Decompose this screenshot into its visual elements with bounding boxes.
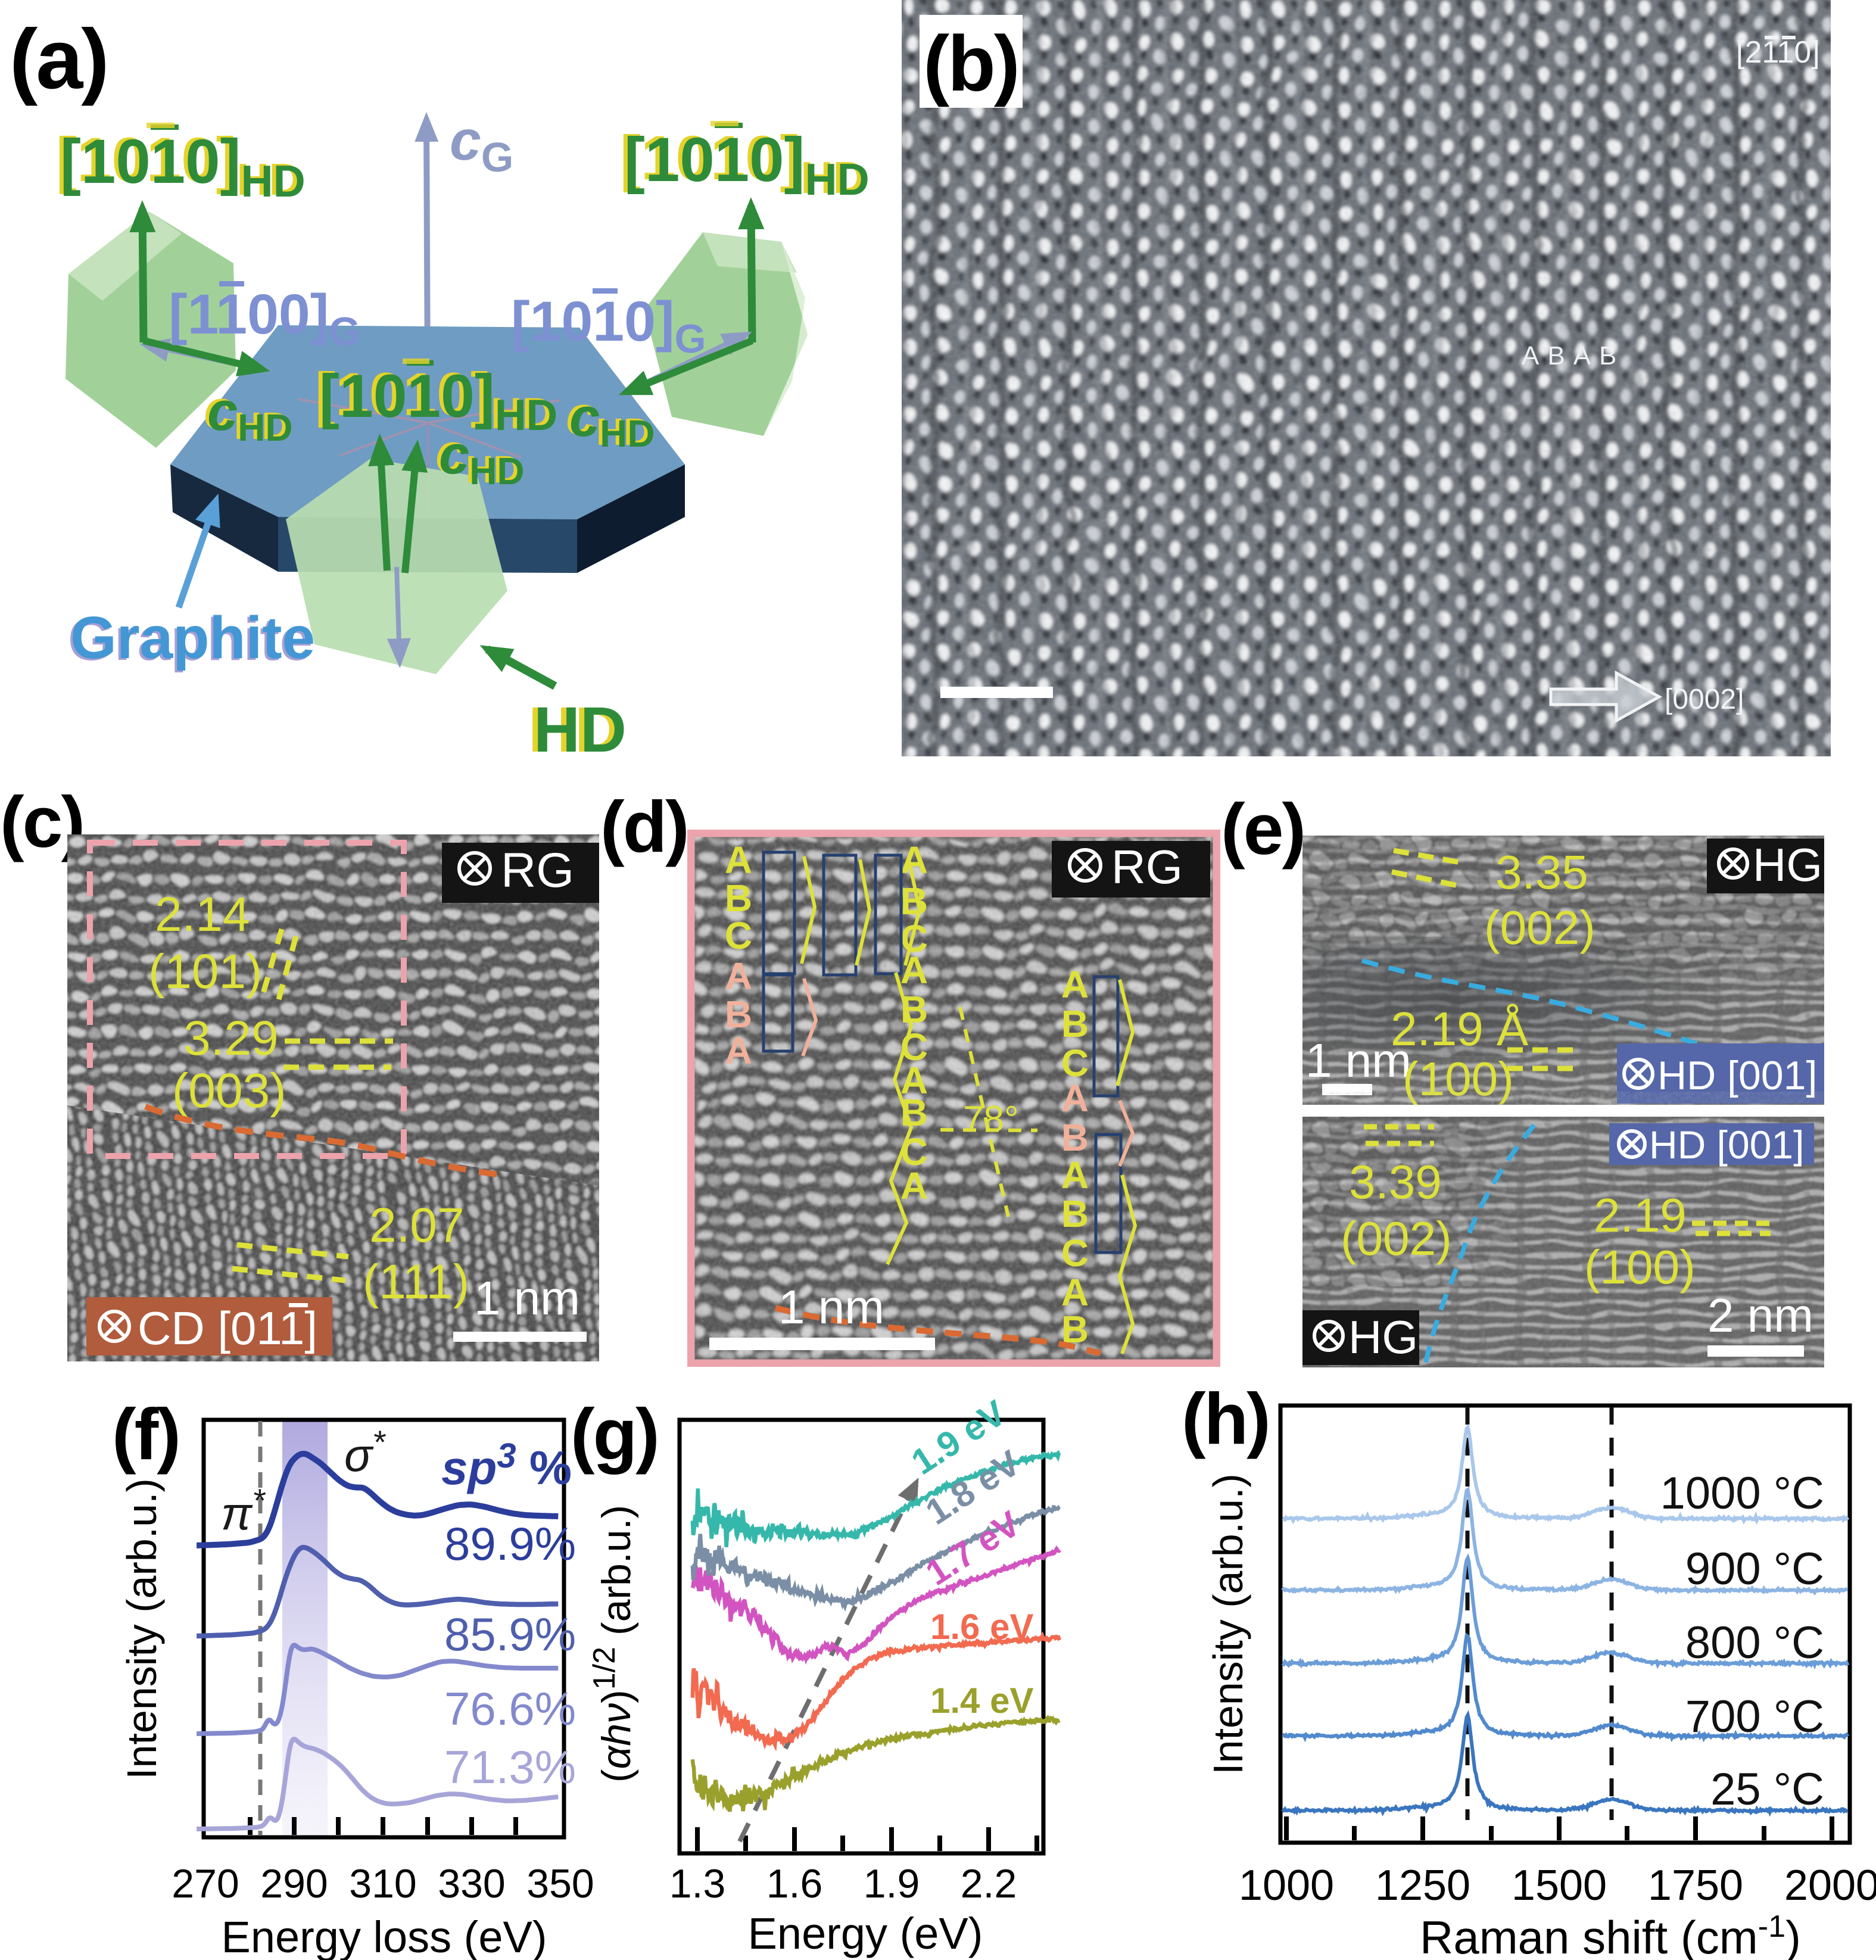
svg-text:[0002]: [0002] (1665, 684, 1744, 715)
svg-text:Energy (eV): Energy (eV) (748, 1909, 983, 1958)
svg-text:2.14: 2.14 (155, 887, 250, 942)
svg-text:1500: 1500 (1512, 1862, 1607, 1909)
svg-text:2.19 Å: 2.19 Å (1391, 1002, 1529, 1055)
svg-text:1000 °C: 1000 °C (1660, 1468, 1824, 1519)
svg-text:B: B (1061, 1002, 1089, 1045)
svg-text:700 °C: 700 °C (1685, 1691, 1824, 1742)
svg-text:A: A (725, 955, 752, 998)
svg-text:(b): (b) (923, 20, 1018, 107)
svg-text:A: A (900, 1059, 928, 1102)
svg-text:89.9%: 89.9% (444, 1517, 576, 1570)
svg-text:[2110]: [2110] (1736, 35, 1820, 70)
svg-text:HD: HD (528, 693, 621, 765)
svg-text:1.6 eV: 1.6 eV (930, 1607, 1033, 1647)
svg-text:2.2: 2.2 (961, 1861, 1017, 1906)
svg-text:1 nm: 1 nm (778, 1280, 884, 1333)
svg-text:(100): (100) (1584, 1241, 1696, 1294)
svg-text:A: A (900, 1164, 928, 1207)
svg-text:ABAB: ABAB (1522, 341, 1625, 370)
svg-text:Intensity (arb.u.): Intensity (arb.u.) (1205, 1473, 1251, 1775)
svg-text:76.6%: 76.6% (444, 1682, 576, 1735)
svg-text:A: A (1061, 963, 1089, 1006)
svg-text:B: B (725, 877, 752, 920)
svg-text:1000: 1000 (1239, 1862, 1334, 1909)
svg-text:(002): (002) (1341, 1212, 1452, 1265)
svg-text:HD [001]: HD [001] (1657, 1053, 1817, 1098)
svg-text:Raman shift (cm-1): Raman shift (cm-1) (1420, 1909, 1801, 1960)
svg-text:C: C (1061, 1042, 1089, 1085)
svg-text:900 °C: 900 °C (1685, 1544, 1824, 1594)
svg-text:[1010]HD: [1010]HD (624, 125, 870, 204)
svg-text:A: A (900, 839, 928, 881)
svg-text:2 nm: 2 nm (1707, 1289, 1813, 1342)
svg-text:1.4 eV: 1.4 eV (930, 1681, 1033, 1721)
svg-text:(003): (003) (172, 1064, 286, 1118)
svg-text:71.3%: 71.3% (444, 1741, 576, 1793)
svg-text:cG: cG (450, 109, 513, 180)
svg-text:A: A (1061, 1154, 1089, 1196)
svg-text:Energy loss (eV): Energy loss (eV) (222, 1912, 547, 1960)
svg-text:A: A (725, 839, 752, 881)
svg-text:[1010]HD: [1010]HD (60, 127, 306, 206)
svg-text:C: C (900, 1130, 928, 1173)
svg-text:78°: 78° (963, 1099, 1019, 1140)
svg-text:1.3: 1.3 (669, 1861, 726, 1906)
svg-text:(101): (101) (148, 945, 262, 999)
svg-text:Graphite: Graphite (68, 606, 313, 673)
svg-text:cHD: cHD (439, 425, 525, 493)
svg-text:3.35: 3.35 (1495, 846, 1588, 899)
svg-text:290: 290 (260, 1861, 328, 1906)
svg-text:HG: HG (1348, 1311, 1418, 1363)
svg-text:Graphite: Graphite (70, 604, 315, 671)
svg-text:1 nm: 1 nm (1305, 1034, 1411, 1087)
svg-text:B: B (1061, 1192, 1089, 1235)
svg-text:1 nm: 1 nm (474, 1272, 580, 1325)
svg-text:C: C (1061, 1232, 1089, 1275)
svg-text:(002): (002) (1484, 901, 1595, 954)
svg-text:3.29: 3.29 (183, 1011, 279, 1065)
svg-text:HD: HD (534, 693, 627, 765)
svg-text:2.07: 2.07 (369, 1198, 465, 1252)
svg-text:(111): (111) (363, 1255, 469, 1309)
svg-text:HD [001]: HD [001] (1649, 1123, 1804, 1167)
svg-text:1.6: 1.6 (766, 1861, 823, 1906)
svg-text:A: A (725, 1029, 752, 1072)
svg-text:sp3 %: sp3 % (441, 1436, 572, 1494)
svg-text:[1010]G: [1010]G (511, 290, 706, 362)
svg-text:(αhν)1/2 (arb.u.): (αhν)1/2 (arb.u.) (587, 1505, 639, 1783)
svg-text:1750: 1750 (1648, 1862, 1743, 1909)
svg-text:310: 310 (349, 1861, 416, 1906)
svg-text:RG: RG (1111, 840, 1183, 893)
svg-text:A: A (1061, 1077, 1089, 1120)
svg-text:RG: RG (501, 843, 574, 898)
svg-text:C: C (725, 914, 752, 957)
svg-text:[1100]G: [1100]G (169, 283, 360, 354)
svg-text:CD [011]: CD [011] (138, 1302, 317, 1354)
svg-text:270: 270 (172, 1861, 239, 1906)
svg-text:HG: HG (1753, 839, 1822, 891)
svg-text:350: 350 (526, 1861, 594, 1906)
svg-text:1250: 1250 (1375, 1862, 1470, 1909)
svg-text:330: 330 (438, 1861, 505, 1906)
svg-text:800 °C: 800 °C (1685, 1618, 1824, 1668)
svg-text:(100): (100) (1403, 1052, 1514, 1105)
svg-text:B: B (1061, 1116, 1089, 1159)
svg-text:B: B (725, 993, 752, 1036)
svg-text:85.9%: 85.9% (444, 1608, 576, 1660)
svg-text:2000: 2000 (1784, 1862, 1876, 1909)
svg-text:σ*: σ* (344, 1423, 386, 1481)
svg-text:A: A (1061, 1271, 1089, 1314)
svg-text:25 °C: 25 °C (1710, 1764, 1824, 1815)
svg-text:3.39: 3.39 (1349, 1155, 1442, 1208)
svg-text:1.9: 1.9 (864, 1861, 920, 1906)
svg-text:A: A (900, 949, 928, 992)
svg-text:Intensity (arb.u.): Intensity (arb.u.) (119, 1478, 165, 1780)
svg-text:2.19: 2.19 (1594, 1189, 1687, 1242)
